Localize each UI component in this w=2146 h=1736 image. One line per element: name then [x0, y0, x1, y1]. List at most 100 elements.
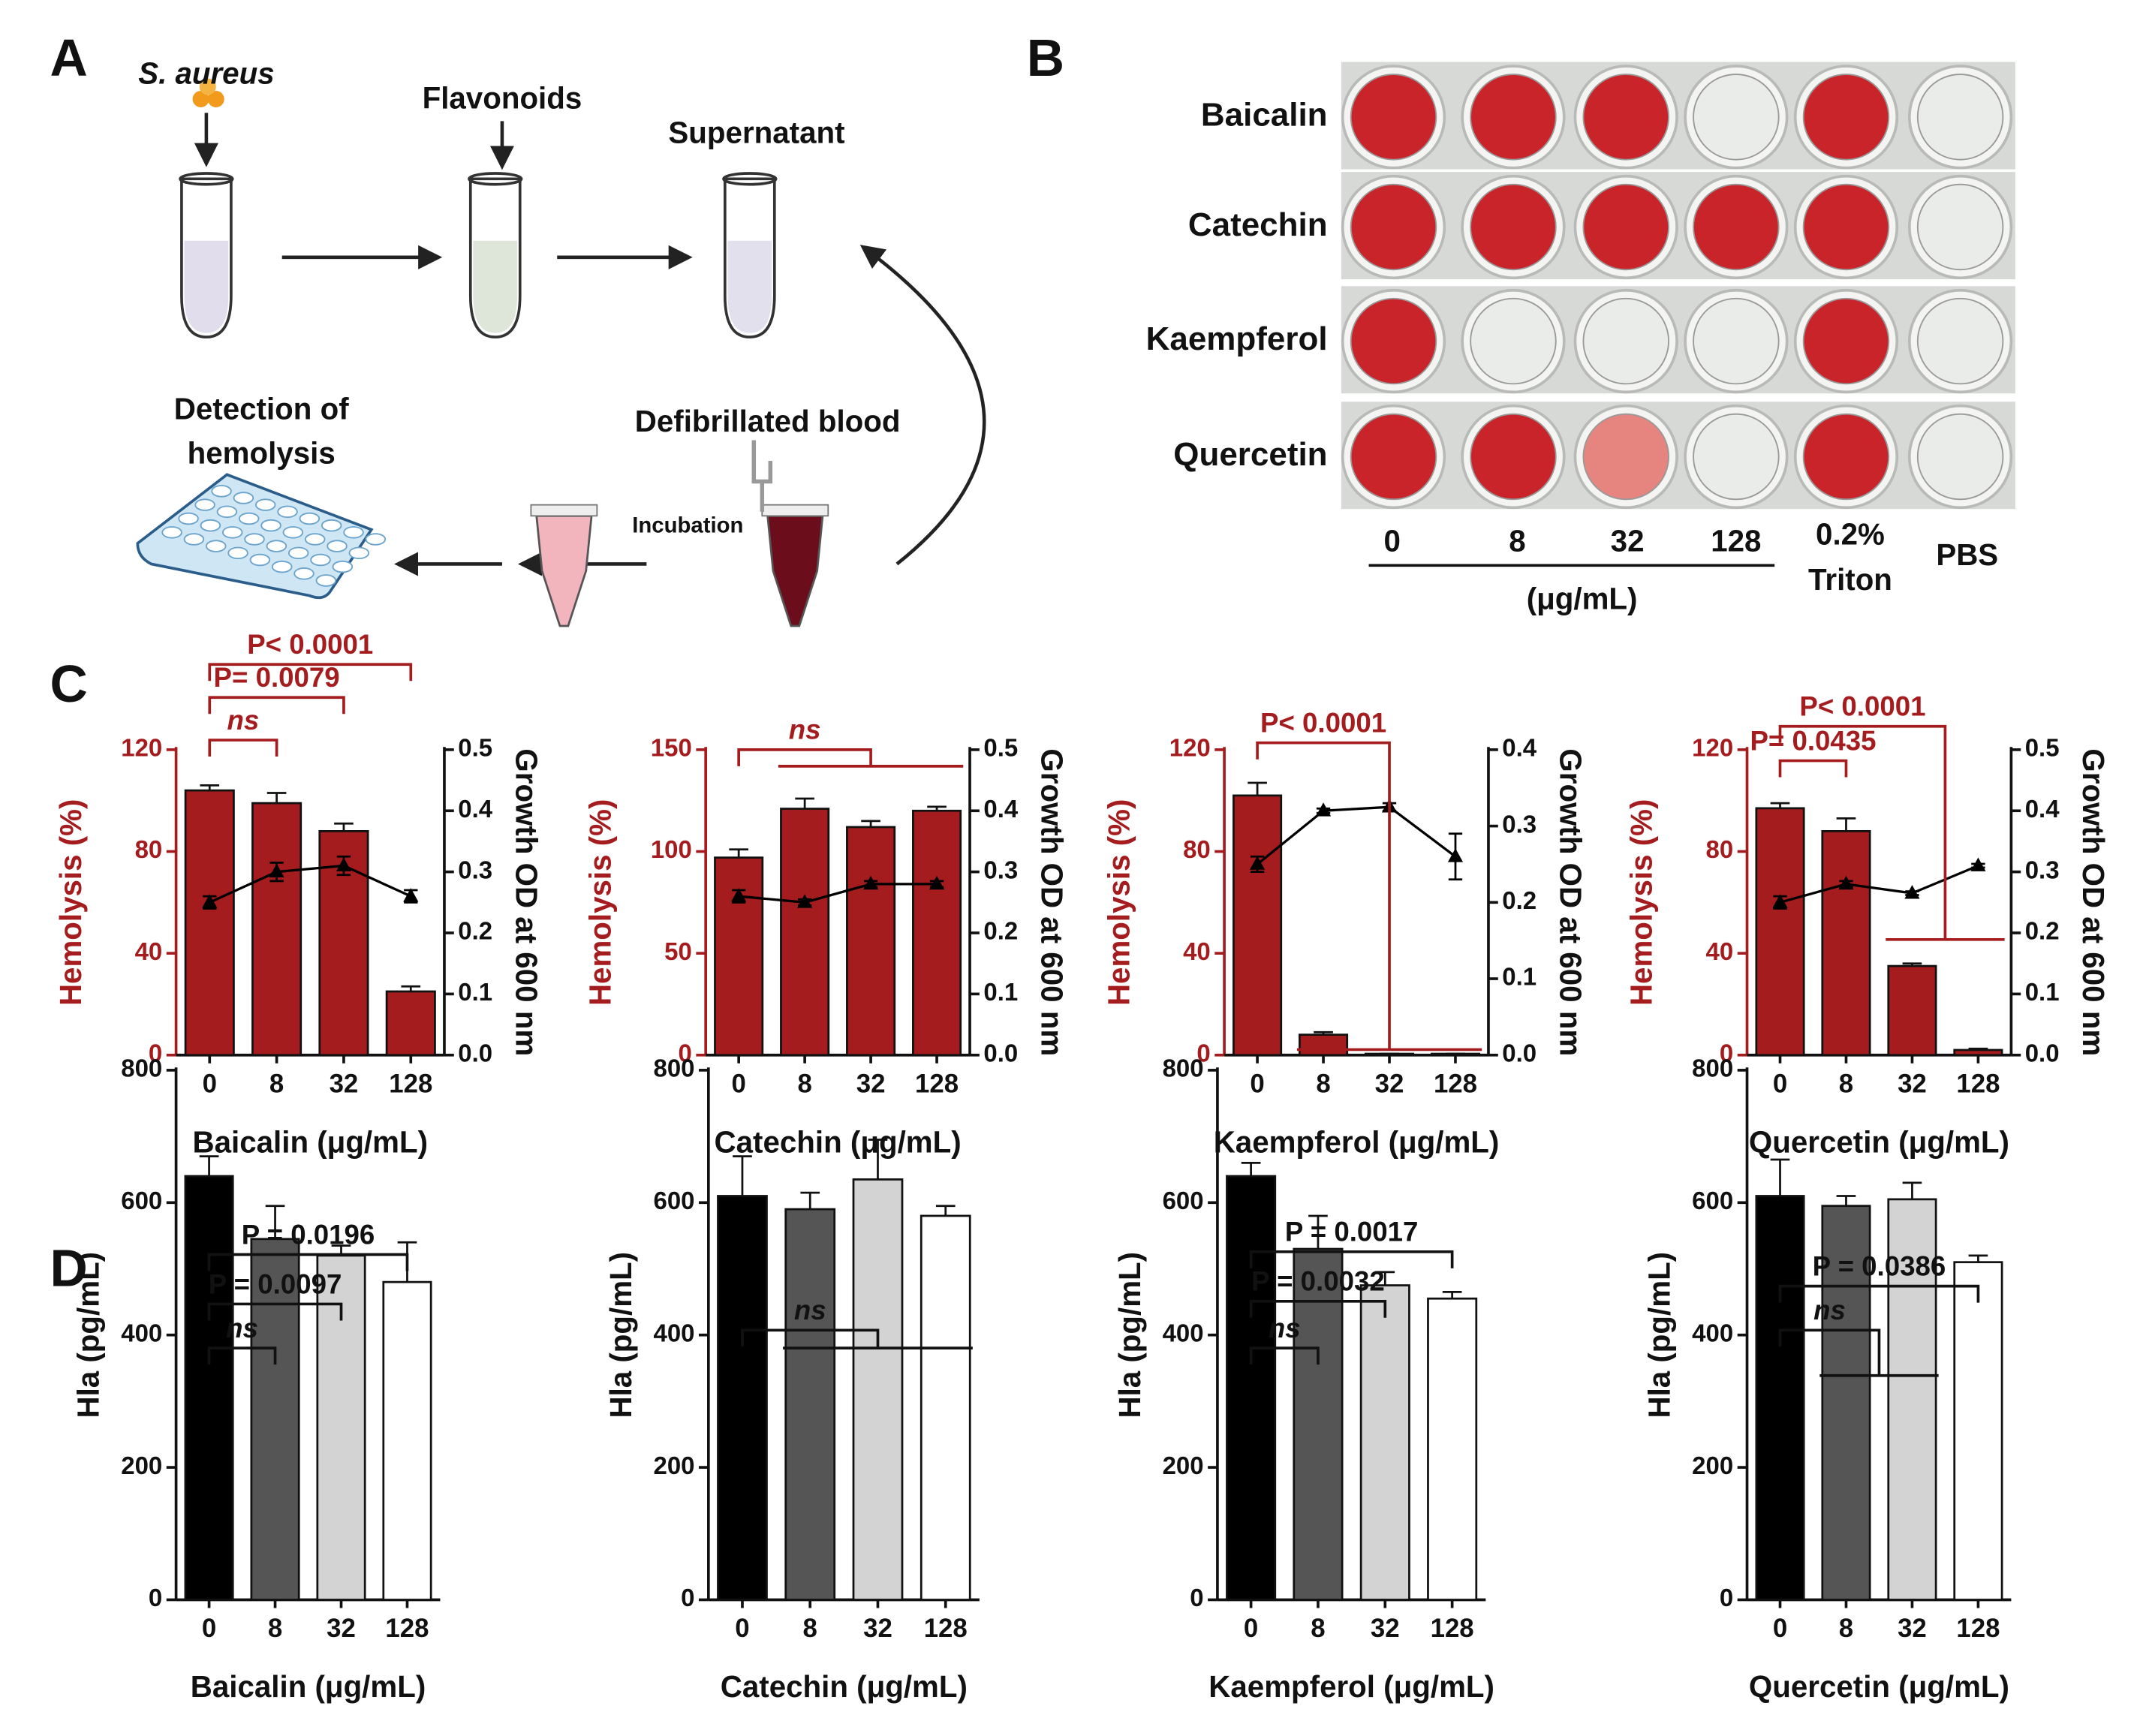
- bar: [912, 809, 962, 1057]
- plate-well: [238, 512, 260, 525]
- bar: [1821, 1205, 1871, 1601]
- syringe: [751, 440, 773, 512]
- y2-tick-label: 0.4: [1502, 734, 1537, 762]
- significance-bracket: [1778, 759, 1848, 778]
- line-marker: [202, 894, 218, 908]
- error-bar: [935, 1205, 956, 1216]
- well: [1693, 297, 1780, 385]
- x-tick-label: 32: [1898, 1614, 1927, 1643]
- diagram-label: hemolysis: [188, 436, 336, 470]
- x-tick-label: 0: [1773, 1069, 1787, 1098]
- y-tick-label: 150: [651, 734, 692, 762]
- y-tick-label: 100: [651, 835, 692, 863]
- y-axis-title: Hemolysis (%): [1102, 799, 1136, 1006]
- bar: [846, 826, 896, 1057]
- tube-liquid: [473, 240, 518, 333]
- plate-well: [365, 533, 387, 546]
- x-tick-label: 0: [1250, 1069, 1264, 1098]
- bar: [1427, 1297, 1478, 1601]
- y-tick-label: 800: [1163, 1055, 1204, 1082]
- significance-bracket: [1249, 1346, 1320, 1365]
- y-tick-label: 400: [653, 1319, 694, 1346]
- y2-tick-label: 0.5: [458, 734, 492, 762]
- x-tick-label: 32: [330, 1069, 359, 1098]
- x-tick-label: 0: [202, 1614, 216, 1643]
- error-bar: [200, 784, 220, 791]
- line-marker: [863, 875, 879, 890]
- y2-axis-title: Growth OD at 600 nm: [1035, 748, 1069, 1056]
- x-tick-label: 32: [1371, 1614, 1400, 1643]
- error-bar: [1968, 1047, 1988, 1050]
- column-label: 128: [1711, 525, 1761, 558]
- error-bar: [795, 797, 814, 809]
- column-label: 32: [1611, 525, 1645, 558]
- significance-label: P = 0.0032: [1251, 1266, 1385, 1297]
- x-tick-label: 32: [863, 1614, 892, 1643]
- significance-label: P= 0.0435: [1750, 725, 1876, 756]
- plate-well: [216, 505, 238, 519]
- x-tick-label: 8: [269, 1069, 284, 1098]
- column-label: PBS: [1936, 538, 1998, 572]
- x-axis-title: Quercetin (μg/mL): [1749, 1670, 2009, 1704]
- line: [209, 864, 411, 904]
- well: [1916, 183, 2004, 271]
- bar: [1233, 794, 1283, 1057]
- y-tick-label: 80: [1183, 835, 1211, 863]
- well: [1350, 183, 1437, 271]
- well: [1582, 297, 1669, 385]
- tube-rim: [722, 172, 778, 186]
- bar: [852, 1178, 904, 1601]
- line-marker: [1772, 894, 1788, 908]
- significance-bracket: [1778, 1284, 1980, 1303]
- y2-tick-label: 0.0: [458, 1039, 492, 1067]
- y-tick-label: 600: [1163, 1187, 1204, 1214]
- bar: [714, 856, 764, 1057]
- significance-label: ns: [1269, 1313, 1301, 1343]
- plate-strip: [1341, 62, 2015, 170]
- well: [1916, 74, 2004, 161]
- y-tick-label: 400: [121, 1319, 162, 1346]
- x-tick-label: 128: [915, 1069, 959, 1098]
- bar: [1887, 964, 1937, 1057]
- y-tick-label: 600: [1692, 1187, 1733, 1214]
- x-tick-label: 32: [856, 1069, 886, 1098]
- plate-well: [249, 553, 271, 567]
- line: [739, 883, 938, 904]
- y-tick-label: 800: [653, 1055, 694, 1082]
- bar: [1299, 1033, 1349, 1057]
- diagram-label: Defibrillated blood: [635, 405, 901, 438]
- panel-label: A: [50, 29, 87, 87]
- row-label: Baicalin: [1201, 96, 1328, 133]
- plate-well: [327, 540, 348, 552]
- line-marker: [1447, 848, 1464, 862]
- y-tick-label: 120: [1169, 734, 1211, 762]
- bar: [250, 1238, 300, 1601]
- significance-bracket: [741, 1328, 973, 1349]
- well: [1470, 297, 1557, 385]
- y2-tick-label: 0.4: [458, 795, 492, 823]
- column-label: 0: [1383, 525, 1400, 558]
- error-bar: [1442, 1290, 1462, 1299]
- bar: [1755, 1195, 1805, 1601]
- plate-strip: [1341, 402, 2015, 510]
- error-bar: [1248, 781, 1267, 796]
- plate-well: [315, 574, 337, 587]
- x-tick-label: 8: [1316, 1069, 1330, 1098]
- x-tick-label: 8: [1839, 1069, 1853, 1098]
- plate-well: [282, 526, 304, 539]
- significance-bracket: [208, 663, 413, 681]
- curved-arrow: [859, 245, 986, 566]
- significance-label: P< 0.0001: [247, 629, 373, 660]
- significance-bracket: [737, 748, 964, 768]
- well: [1802, 74, 1890, 161]
- y-tick-label: 120: [1692, 734, 1733, 762]
- panel-label: B: [1027, 29, 1064, 87]
- y2-axis-title: Growth OD at 600 nm: [510, 748, 543, 1056]
- y-tick-label: 600: [121, 1187, 162, 1214]
- y-tick-label: 80: [1706, 835, 1734, 863]
- error-bar: [1375, 1271, 1395, 1286]
- plate-well: [293, 567, 315, 580]
- x-tick-label: 128: [1431, 1614, 1474, 1643]
- y-tick-label: 200: [653, 1452, 694, 1479]
